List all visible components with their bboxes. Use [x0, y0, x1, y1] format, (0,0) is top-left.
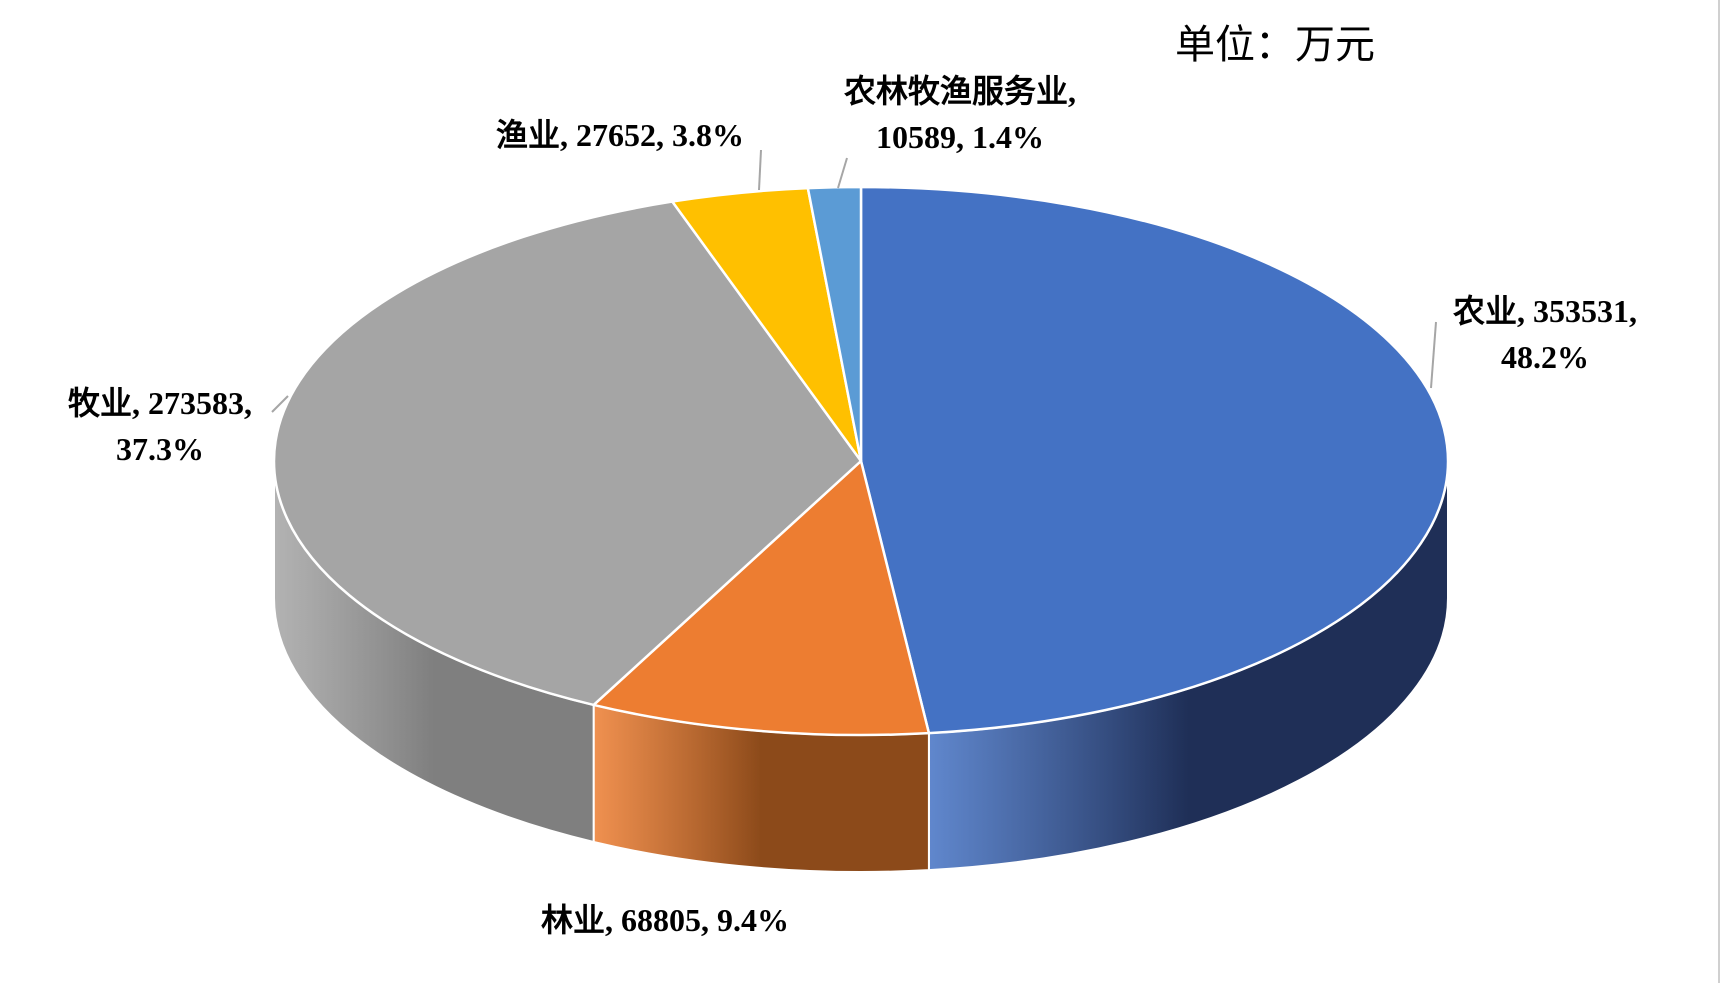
- data-label-value: , 273583, 37.3%: [116, 385, 252, 467]
- pie-slice: [272, 200, 863, 707]
- frame-border: [1718, 0, 1720, 983]
- data-label: 农林牧渔服务业, 10589, 1.4%: [810, 68, 1110, 160]
- data-label-category: 渔业: [495, 117, 560, 153]
- data-label-category: 牧业: [67, 385, 132, 421]
- leader-line: [1430, 321, 1437, 389]
- data-label-value: , 68805, 9.4%: [605, 902, 789, 938]
- data-label: 农业, 353531, 48.2%: [1425, 288, 1665, 380]
- leader-line: [758, 149, 762, 191]
- data-label: 渔业, 27652, 3.8%: [455, 112, 785, 158]
- leader-line: [837, 157, 848, 189]
- leader-lines: [271, 149, 1437, 413]
- data-label: 牧业, 273583, 37.3%: [40, 380, 280, 472]
- pie-slice: [859, 185, 1450, 735]
- data-label-category: 林业: [540, 902, 605, 938]
- unit-annotation: 单位：万元: [1175, 22, 1375, 67]
- leader-line: [271, 395, 289, 413]
- data-label-category: 农林牧渔服务业: [843, 73, 1068, 109]
- data-label-value: , 27652, 3.8%: [560, 117, 744, 153]
- data-label-category: 农业: [1452, 293, 1517, 329]
- pie-slice: [806, 185, 863, 463]
- pie-tops: [272, 185, 1450, 737]
- pie-slice: [592, 459, 931, 737]
- data-label: 林业, 68805, 9.4%: [505, 897, 825, 943]
- data-label-value: , 10589, 1.4%: [876, 73, 1076, 155]
- data-label-value: , 353531, 48.2%: [1501, 293, 1637, 375]
